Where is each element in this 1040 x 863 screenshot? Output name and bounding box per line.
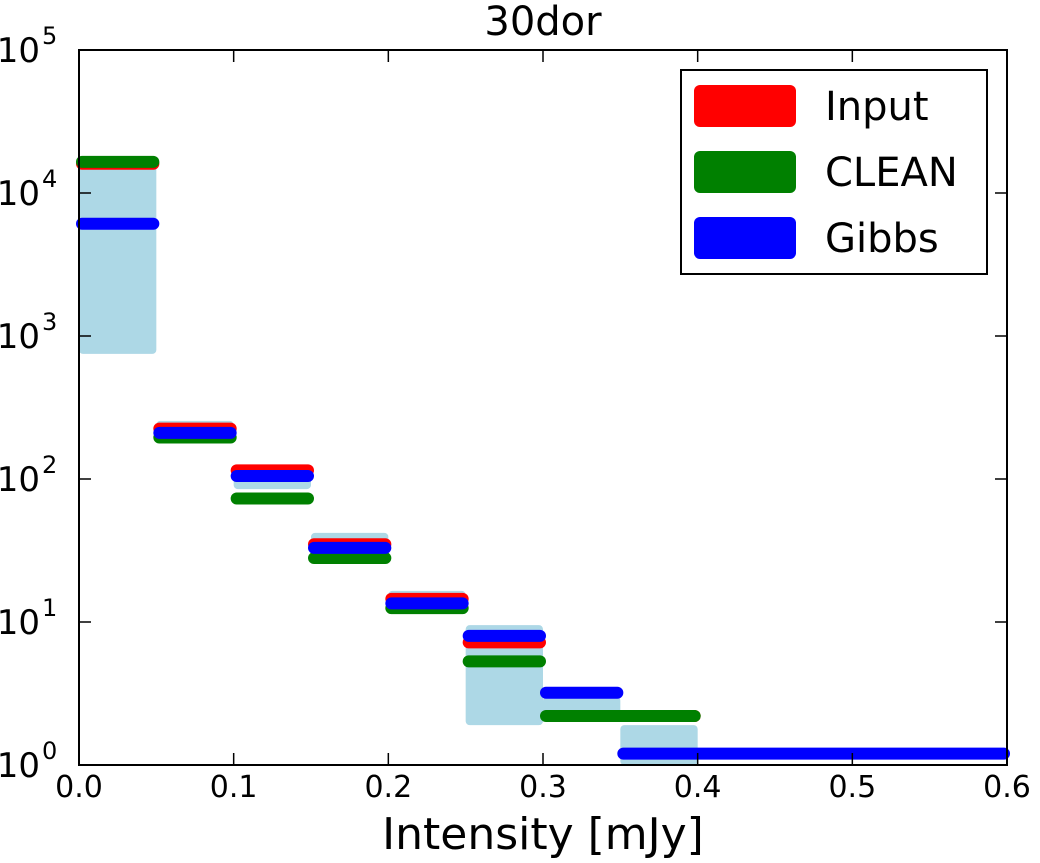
x-axis-label: Intensity [mJy] bbox=[382, 809, 704, 860]
x-tick-labels: 0.0 0.1 0.2 0.3 0.4 0.5 0.6 bbox=[55, 770, 1031, 805]
legend-swatch-clean bbox=[694, 151, 796, 193]
legend-swatch-gibbs bbox=[694, 217, 796, 259]
y-tick-exponent-4: 4 bbox=[42, 165, 57, 193]
legend-label-input: Input bbox=[825, 84, 929, 130]
uncertainty-band-0 bbox=[79, 165, 157, 354]
x-tick-label-4: 0.4 bbox=[674, 770, 722, 805]
series-clean bbox=[76, 155, 701, 723]
y-tick-label-4: 10 bbox=[0, 174, 40, 214]
x-tick-label-2: 0.2 bbox=[364, 770, 412, 805]
x-tick-label-0: 0.0 bbox=[55, 770, 103, 805]
y-tick-exponent-5: 5 bbox=[42, 22, 57, 50]
y-tick-exponent-0: 0 bbox=[42, 737, 57, 765]
legend: Input CLEAN Gibbs bbox=[680, 69, 988, 275]
y-tick-label-3: 10 bbox=[0, 317, 40, 357]
legend-label-gibbs: Gibbs bbox=[825, 216, 939, 262]
plot-area bbox=[76, 49, 1010, 766]
series-layer bbox=[76, 155, 1010, 760]
chart-title: 30dor bbox=[484, 0, 602, 45]
y-tick-label-1: 10 bbox=[0, 603, 40, 643]
series-gibbs bbox=[76, 217, 1010, 760]
x-tick-label-3: 0.3 bbox=[519, 770, 567, 805]
x-tick-label-6: 0.6 bbox=[983, 770, 1031, 805]
legend-swatch-input bbox=[694, 85, 796, 127]
x-tick-label-5: 0.5 bbox=[828, 770, 876, 805]
x-tick-label-1: 0.1 bbox=[210, 770, 258, 805]
y-tick-exponent-1: 1 bbox=[42, 594, 57, 622]
legend-label-clean: CLEAN bbox=[825, 150, 958, 196]
y-tick-label-0: 10 bbox=[0, 746, 40, 786]
uncertainty-bands bbox=[79, 165, 698, 765]
y-tick-exponent-2: 2 bbox=[42, 451, 57, 479]
axis-ticks bbox=[78, 49, 1008, 766]
y-tick-label-2: 10 bbox=[0, 460, 40, 500]
y-tick-label-5: 10 bbox=[0, 31, 40, 71]
uncertainty-band-5 bbox=[465, 625, 543, 726]
y-tick-exponent-3: 3 bbox=[42, 308, 57, 336]
